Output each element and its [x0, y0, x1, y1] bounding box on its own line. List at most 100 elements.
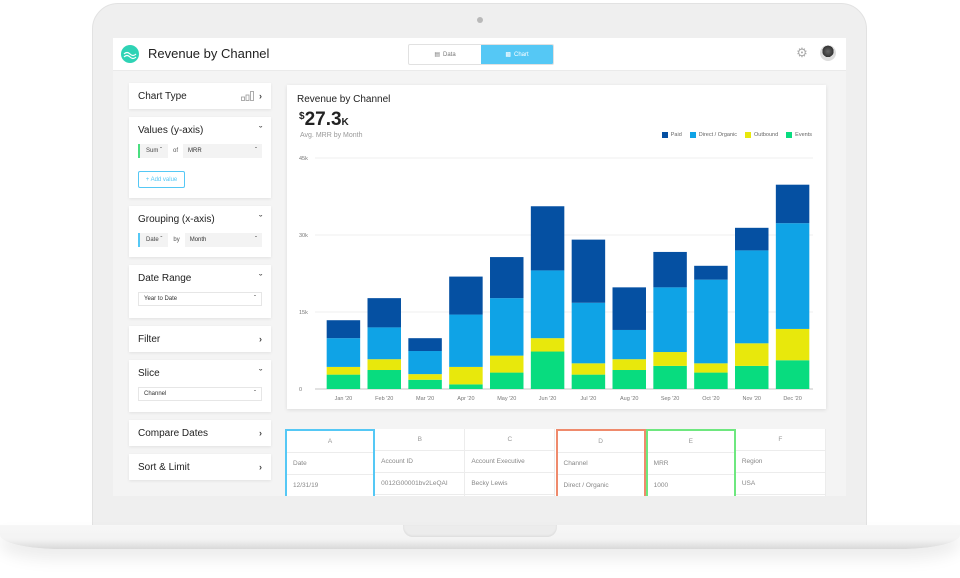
table-cell[interactable]: Direct / Organic — [558, 475, 644, 496]
bar-segment-outbound[interactable] — [367, 359, 401, 371]
bar-segment-direct-organic[interactable] — [571, 302, 606, 364]
bar-segment-outbound[interactable] — [490, 355, 524, 373]
bar-segment-outbound[interactable] — [571, 363, 606, 375]
table-cell[interactable]: 12/31/19 — [287, 475, 373, 496]
table-cell-empty[interactable] — [465, 495, 554, 496]
kpi-value: $27.3K — [299, 109, 349, 131]
value-field-select[interactable]: MRR ˇ — [183, 144, 262, 158]
sort-limit-card[interactable]: Sort & Limit › — [129, 454, 271, 480]
column-header[interactable]: Account ID — [375, 451, 465, 473]
add-value-button[interactable]: + Add value — [138, 171, 185, 188]
column-header[interactable]: Channel — [557, 453, 644, 475]
bar-segment-events[interactable] — [612, 370, 646, 389]
column-header[interactable]: MRR — [647, 453, 734, 475]
legend-item[interactable]: Events — [786, 132, 812, 138]
bar-segment-events[interactable] — [490, 372, 524, 389]
column-letter[interactable]: C — [465, 429, 555, 451]
bar-segment-direct-organic[interactable] — [735, 250, 769, 344]
bar-segment-direct-organic[interactable] — [408, 351, 442, 375]
bar-segment-events[interactable] — [735, 365, 769, 389]
aggregation-select[interactable]: Sum ˇ — [140, 144, 169, 158]
bar-segment-direct-organic[interactable] — [367, 327, 401, 360]
table-column-b[interactable]: B Account ID 0012G00001bv2LeQAI — [375, 429, 466, 496]
chevron-down-icon[interactable]: ˇ — [259, 273, 262, 283]
chevron-down-icon[interactable]: ˇ — [259, 125, 262, 135]
bar-segment-events[interactable] — [326, 374, 361, 389]
table-column-e[interactable]: E MRR 1000 — [645, 429, 736, 496]
table-cell[interactable]: 0012G00001bv2LeQAI — [375, 473, 465, 495]
bar-segment-direct-organic[interactable] — [530, 270, 565, 339]
column-letter[interactable]: E — [647, 431, 734, 453]
column-letter[interactable]: D — [557, 431, 644, 453]
table-column-c[interactable]: C Account Executive Becky Lewis — [465, 429, 556, 496]
bar-segment-events[interactable] — [530, 351, 565, 389]
bar-segment-paid[interactable] — [735, 227, 769, 251]
bar-segment-paid[interactable] — [694, 265, 728, 280]
bar-segment-outbound[interactable] — [530, 338, 565, 352]
bar-segment-paid[interactable] — [571, 239, 606, 303]
bar-segment-outbound[interactable] — [326, 366, 361, 375]
bar-segment-direct-organic[interactable] — [775, 223, 810, 329]
column-letter[interactable]: F — [735, 429, 825, 451]
column-header[interactable]: Account Executive — [465, 451, 555, 473]
table-cell[interactable]: Becky Lewis — [465, 473, 555, 495]
table-cell[interactable]: 1000 — [648, 475, 734, 496]
bar-segment-outbound[interactable] — [735, 343, 769, 366]
table-cell[interactable]: USA — [735, 473, 825, 495]
slice-select[interactable]: Channel ˇ — [138, 387, 262, 401]
bar-segment-events[interactable] — [571, 374, 606, 389]
chevron-down-icon[interactable]: ˇ — [259, 214, 262, 224]
bar-segment-events[interactable] — [449, 384, 483, 389]
table-cell-empty[interactable] — [375, 495, 464, 496]
bar-segment-paid[interactable] — [449, 276, 483, 315]
bar-segment-paid[interactable] — [367, 298, 401, 328]
user-avatar[interactable] — [820, 45, 836, 61]
tab-data[interactable]: ▤ Data — [409, 45, 481, 64]
bar-segment-paid[interactable] — [530, 206, 565, 271]
bar-segment-direct-organic[interactable] — [612, 329, 646, 360]
bar-segment-outbound[interactable] — [408, 374, 442, 380]
interval-select[interactable]: Month ˇ — [184, 233, 262, 247]
column-letter[interactable]: B — [375, 429, 465, 451]
date-range-select[interactable]: Year to Date ˇ — [138, 292, 262, 306]
filter-card[interactable]: Filter › — [129, 326, 271, 352]
bar-segment-direct-organic[interactable] — [490, 298, 524, 356]
bar-segment-events[interactable] — [694, 372, 728, 389]
compare-dates-card[interactable]: Compare Dates › — [129, 420, 271, 446]
chart-type-card[interactable]: Chart Type › — [129, 83, 271, 109]
tab-chart[interactable]: ▩ Chart — [481, 45, 553, 64]
bar-segment-paid[interactable] — [775, 184, 810, 224]
bar-segment-paid[interactable] — [326, 320, 361, 339]
bar-segment-direct-organic[interactable] — [653, 287, 687, 353]
table-column-a[interactable]: A Date 12/31/19 — [285, 429, 376, 496]
bar-segment-outbound[interactable] — [449, 366, 483, 385]
bar-segment-events[interactable] — [653, 365, 687, 389]
table-column-d[interactable]: D Channel Direct / Organic — [555, 429, 646, 496]
bar-segment-events[interactable] — [775, 360, 810, 389]
bar-segment-events[interactable] — [408, 379, 442, 389]
table-column-f[interactable]: F Region USA — [735, 429, 826, 496]
legend-item[interactable]: Paid — [661, 132, 682, 138]
legend-item[interactable]: Outbound — [745, 132, 778, 138]
bar-segment-paid[interactable] — [653, 251, 687, 288]
bar-segment-outbound[interactable] — [612, 359, 646, 371]
group-field-select[interactable]: Date ˇ — [140, 233, 169, 247]
bar-segment-paid[interactable] — [490, 257, 524, 299]
bar-segment-outbound[interactable] — [775, 328, 810, 361]
bar-segment-paid[interactable] — [408, 338, 442, 352]
legend-item[interactable]: Direct / Organic — [689, 132, 737, 138]
bar-segment-direct-organic[interactable] — [326, 338, 361, 367]
chevron-down-icon[interactable]: ˇ — [259, 368, 262, 378]
table-cell-empty[interactable] — [736, 495, 825, 496]
gear-icon[interactable]: ⚙ — [796, 45, 808, 60]
kpi-number: 27.3 — [304, 109, 342, 130]
column-header[interactable]: Date — [287, 453, 374, 475]
bar-segment-outbound[interactable] — [653, 352, 687, 366]
bar-segment-direct-organic[interactable] — [449, 314, 483, 367]
bar-segment-direct-organic[interactable] — [694, 279, 728, 364]
bar-segment-outbound[interactable] — [694, 363, 728, 373]
bar-segment-paid[interactable] — [612, 287, 646, 330]
bar-segment-events[interactable] — [367, 370, 401, 389]
column-header[interactable]: Region — [735, 451, 825, 473]
column-letter[interactable]: A — [287, 431, 374, 453]
